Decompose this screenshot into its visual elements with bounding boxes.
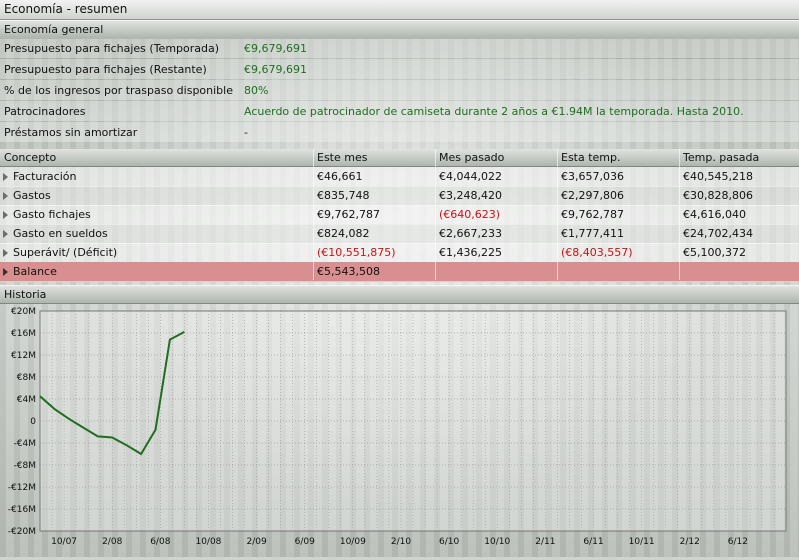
x-tick-label: 2/11 <box>535 537 555 547</box>
y-tick-label: €8M <box>17 373 36 383</box>
y-tick-label: €4M <box>17 395 36 405</box>
column-divider <box>313 149 314 280</box>
y-tick-label: €16M <box>11 329 36 339</box>
info-label: Presupuesto para fichajes (Temporada) <box>4 42 220 55</box>
x-tick-label: 6/11 <box>583 537 603 547</box>
column-divider <box>557 149 558 280</box>
row-cell: €3,248,420 <box>439 189 502 202</box>
row-cell: €824,082 <box>317 227 370 240</box>
y-tick-label: €20M <box>11 307 36 317</box>
row-concept: Balance <box>13 265 57 278</box>
table-row-balance[interactable]: Balance €5,543,508 <box>0 262 799 282</box>
info-label: Patrocinadores <box>4 105 86 118</box>
row-cell-negative: (€8,403,557) <box>561 246 633 259</box>
row-concept: Facturación <box>13 170 77 183</box>
y-tick-label: €12M <box>11 351 36 361</box>
row-concept: Gasto fichajes <box>13 208 91 221</box>
info-row-loans: Préstamos sin amortizar - <box>0 122 799 142</box>
row-cell: €2,667,233 <box>439 227 502 240</box>
column-header-mes-pasado[interactable]: Mes pasado <box>439 151 505 164</box>
history-header: Historia <box>0 285 799 304</box>
info-row-transfer-percent: % de los ingresos por traspaso disponibl… <box>0 80 799 100</box>
expand-arrow-icon[interactable] <box>3 249 8 257</box>
row-cell: €4,616,040 <box>683 208 746 221</box>
x-tick-label: 10/10 <box>484 537 510 547</box>
info-row-budget-season: Presupuesto para fichajes (Temporada) €9… <box>0 38 799 58</box>
expand-arrow-icon[interactable] <box>3 192 8 200</box>
column-divider <box>435 149 436 280</box>
x-tick-label: 10/11 <box>629 537 655 547</box>
row-cell: €5,543,508 <box>317 265 380 278</box>
history-header-label: Historia <box>4 288 47 301</box>
row-cell: €4,044,022 <box>439 170 502 183</box>
row-cell: €835,748 <box>317 189 370 202</box>
row-cell: €5,100,372 <box>683 246 746 259</box>
row-cell: €40,545,218 <box>683 170 753 183</box>
row-cell: €9,762,787 <box>317 208 380 221</box>
expand-arrow-icon[interactable] <box>3 268 8 276</box>
row-concept: Gastos <box>13 189 51 202</box>
column-header-este-mes[interactable]: Este mes <box>317 151 368 164</box>
info-value: €9,679,691 <box>244 42 307 55</box>
row-cell: €30,828,806 <box>683 189 753 202</box>
info-label: % de los ingresos por traspaso disponibl… <box>4 84 233 97</box>
row-concept: Gasto en sueldos <box>13 227 108 240</box>
row-cell-negative: (€640,623) <box>439 208 501 221</box>
balance-series-line <box>39 331 185 456</box>
column-divider <box>679 149 680 280</box>
x-tick-label: 10/09 <box>340 537 366 547</box>
info-value: €9,679,691 <box>244 63 307 76</box>
window-titlebar: Economía - resumen <box>0 0 799 20</box>
x-tick-label: 6/12 <box>728 537 748 547</box>
info-value: 80% <box>244 84 269 97</box>
row-cell: €46,661 <box>317 170 363 183</box>
x-tick-label: 6/10 <box>439 537 459 547</box>
row-concept: Superávit/ (Déficit) <box>13 246 118 259</box>
info-row-budget-remaining: Presupuesto para fichajes (Restante) €9,… <box>0 59 799 79</box>
info-value: - <box>244 126 248 139</box>
x-tick-label: 6/08 <box>150 537 170 547</box>
info-value: Acuerdo de patrocinador de camiseta dura… <box>244 105 744 118</box>
row-cell: €9,762,787 <box>561 208 624 221</box>
window-title: Economía - resumen <box>4 2 128 16</box>
info-label: Préstamos sin amortizar <box>4 126 138 139</box>
y-tick-label: -€8M <box>14 461 36 471</box>
overview-header: Economía general <box>0 20 799 39</box>
row-cell: €3,657,036 <box>561 170 624 183</box>
info-label: Presupuesto para fichajes (Restante) <box>4 63 207 76</box>
x-tick-label: 2/09 <box>246 537 266 547</box>
y-tick-label: -€4M <box>14 439 36 449</box>
expand-arrow-icon[interactable] <box>3 230 8 238</box>
history-chart-area: €20M €16M €12M €8M €4M 0 -€4M -€8M -€12M -€16M -€2… <box>0 303 799 557</box>
x-tick-label: 2/10 <box>391 537 411 547</box>
finance-table-header[interactable]: Concepto Este mes Mes pasado Esta temp. … <box>0 149 799 167</box>
expand-arrow-icon[interactable] <box>3 173 8 181</box>
column-header-esta-temp[interactable]: Esta temp. <box>561 151 621 164</box>
history-chart: €20M €16M €12M €8M €4M 0 -€4M -€8M -€12M -€16M -€2… <box>8 307 787 547</box>
overview-header-label: Economía general <box>4 23 104 36</box>
column-header-temp-pasada[interactable]: Temp. pasada <box>683 151 760 164</box>
x-tick-label: 2/12 <box>680 537 700 547</box>
y-tick-label: -€20M <box>8 527 36 537</box>
y-tick-label: -€12M <box>8 483 36 493</box>
table-row-superavit[interactable]: Superávit/ (Déficit) (€10,551,875) €1,43… <box>0 243 799 263</box>
row-cell: €2,297,806 <box>561 189 624 202</box>
row-cell: €1,436,225 <box>439 246 502 259</box>
expand-arrow-icon[interactable] <box>3 211 8 219</box>
x-tick-label: 10/08 <box>195 537 221 547</box>
row-cell: €1,777,411 <box>561 227 624 240</box>
row-cell: €24,702,434 <box>683 227 753 240</box>
table-row-gastos[interactable]: Gastos €835,748 €3,248,420 €2,297,806 €3… <box>0 186 799 206</box>
y-tick-label: 0 <box>30 417 36 427</box>
row-cell-negative: (€10,551,875) <box>317 246 396 259</box>
table-row-facturacion[interactable]: Facturación €46,661 €4,044,022 €3,657,03… <box>0 167 799 187</box>
y-tick-label: -€16M <box>8 505 36 515</box>
column-header-concepto[interactable]: Concepto <box>4 151 57 164</box>
info-row-sponsors: Patrocinadores Acuerdo de patrocinador d… <box>0 101 799 121</box>
x-tick-label: 6/09 <box>295 537 315 547</box>
x-tick-label: 10/07 <box>51 537 77 547</box>
x-tick-label: 2/08 <box>102 537 122 547</box>
